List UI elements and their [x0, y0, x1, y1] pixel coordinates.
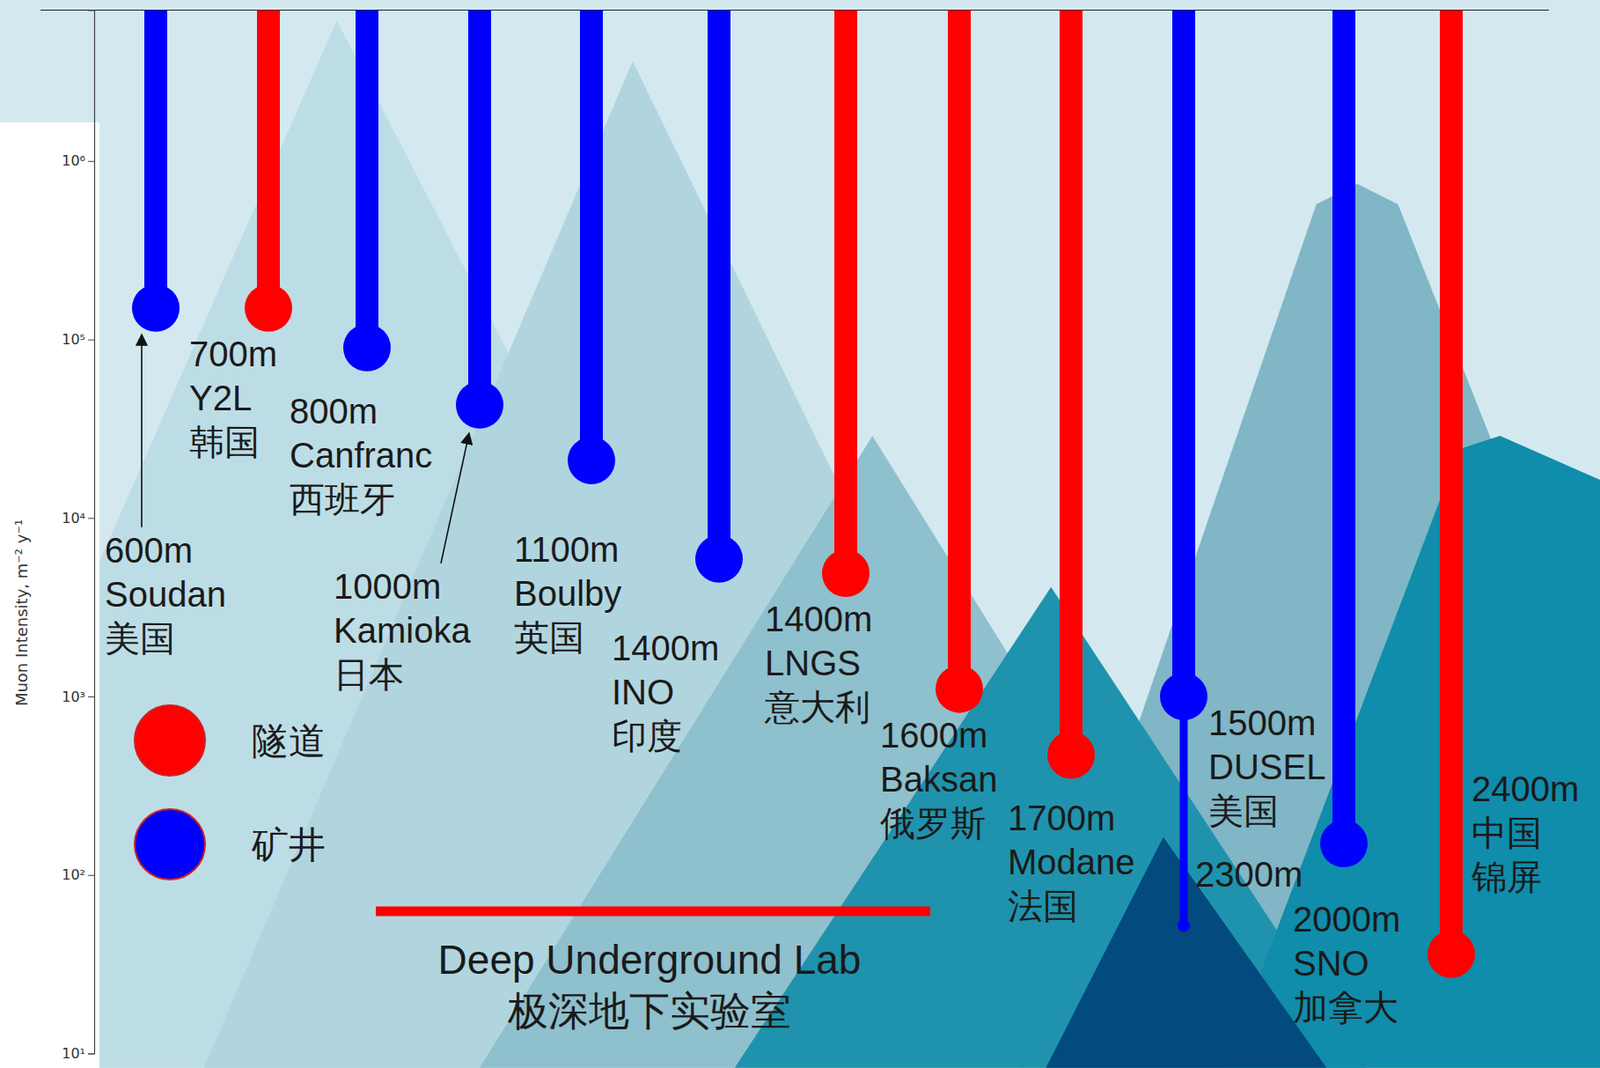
lab-label: 1400m [764, 599, 873, 639]
axis-panel [0, 122, 100, 1068]
y-tick: 10⁵ [61, 330, 95, 348]
lab-label: 日本 [333, 654, 404, 694]
lab-label: 2400m [1471, 769, 1579, 808]
lab-label: 韩国 [189, 422, 260, 462]
lab-label: 美国 [104, 618, 176, 658]
lollipop-head [455, 381, 504, 429]
y-tick-label: 10⁶ [61, 152, 86, 169]
lab-label: Baksan [880, 759, 998, 799]
lab-label: 1600m [880, 715, 988, 755]
lab-label: 1100m [513, 529, 619, 569]
y-tick: 10³ [61, 688, 95, 705]
lab-label: 锦屏 [1470, 857, 1542, 896]
y-tick-mark [88, 161, 95, 162]
marks [132, 10, 1476, 978]
background [0, 0, 1600, 1068]
texts: 2300m Deep Underground Lab极深地下实验室 600mSoud… [104, 334, 1579, 1034]
lab-label: INO [611, 672, 675, 712]
y-tick-mark [88, 696, 95, 698]
lab-label: Y2L [189, 378, 252, 418]
lollipop-bar [579, 10, 603, 461]
lollipop-bar [256, 10, 280, 309]
lollipop-bar [1439, 10, 1463, 955]
y-axis-title: Muon Intensity, m⁻² y⁻¹ [12, 519, 31, 706]
lab-label: 1500m [1208, 703, 1316, 742]
annotation-title: 极深地下实验室 [506, 987, 792, 1034]
lab-label: 1700m [1007, 798, 1116, 837]
y-axis-line [88, 10, 96, 1054]
legend-label: 隧道 [251, 719, 326, 762]
y-tick-label: 10² [61, 866, 86, 883]
lollipop-head [1427, 930, 1476, 978]
lollipop-head [1047, 731, 1095, 779]
lollipop-head [822, 549, 870, 597]
mountain [734, 587, 1368, 1068]
y-tick-mark [88, 1053, 95, 1055]
lab-label: 意大利 [763, 687, 871, 727]
lab-label: DUSEL [1208, 747, 1326, 786]
lab-label: Canfranc [289, 435, 433, 475]
lab-label: 英国 [513, 617, 585, 657]
lollipop-bar [947, 10, 971, 690]
y-tick-mark [88, 874, 95, 876]
lab-label: 2000m [1292, 899, 1401, 939]
lollipop-head [132, 284, 180, 332]
lollipop-bar [355, 10, 379, 348]
lab-label: Soudan [104, 574, 227, 614]
y-tick-label: 10¹ [61, 1044, 86, 1062]
extension-bar [1180, 696, 1189, 925]
lollipop-bar [1332, 10, 1356, 845]
legend-swatch [134, 704, 206, 776]
lab-label: 美国 [1208, 791, 1279, 830]
lollipop-bar [1059, 10, 1083, 756]
lollipop-bar [707, 10, 731, 559]
legend-label: 矿井 [250, 823, 326, 866]
lab-label: 中国 [1471, 813, 1542, 852]
lab-label: 加拿大 [1292, 987, 1399, 1027]
lab-label: 印度 [611, 716, 683, 756]
lab-label: 俄罗斯 [880, 803, 986, 843]
lollipop-head [343, 323, 391, 372]
y-tick: 10¹ [61, 1044, 95, 1062]
annotation-line [375, 906, 931, 917]
annotation-title: Deep Underground Lab [438, 936, 862, 983]
lab-label: 600m [104, 530, 193, 570]
legend: 隧道矿井 [134, 704, 326, 880]
lollipop-head [567, 436, 616, 485]
lollipop-head [244, 284, 293, 332]
lab-label: 法国 [1007, 886, 1079, 925]
lab-label: 西班牙 [289, 479, 396, 519]
label-arrow [140, 334, 143, 528]
y-tick-label: 10³ [61, 688, 86, 705]
lollipop-head [1320, 819, 1368, 867]
lab-label: Modane [1007, 842, 1136, 881]
lollipop-bar [144, 10, 168, 309]
y-tick-mark [88, 517, 95, 519]
lab-label: 1000m [333, 566, 441, 606]
label-arrow [440, 433, 470, 564]
y-tick-label: 10⁵ [61, 330, 86, 348]
lollipop-bar [468, 10, 492, 405]
lollipop-bar [1172, 10, 1196, 698]
lab-label: 700m [189, 334, 278, 374]
y-tick: 10⁴ [61, 509, 95, 527]
lab-label: LNGS [764, 643, 861, 683]
chart: 10¹ 10² 10³ 10⁴ 10⁵ 10⁶ Muon Intensity, m⁻² y⁻… [0, 0, 1600, 1068]
lab-label: Kamioka [333, 610, 471, 650]
lab-label: 800m [289, 391, 378, 431]
lab-label: SNO [1292, 943, 1370, 983]
lab-label: Boulby [513, 573, 622, 613]
legend-swatch [134, 808, 206, 880]
lab-label: 1400m [611, 628, 720, 668]
y-tick: 10² [61, 866, 95, 883]
lollipop-bar [834, 10, 858, 574]
y-tick-mark [88, 339, 95, 341]
annotation-label: 2300m [1195, 854, 1303, 894]
y-tick-label: 10⁴ [61, 509, 86, 527]
extension-dot [1177, 918, 1190, 932]
lollipop-head [695, 535, 743, 583]
y-axis: 10¹ 10² 10³ 10⁴ 10⁵ 10⁶ [61, 10, 95, 1062]
y-tick: 10⁶ [61, 152, 95, 169]
lollipop-head [935, 665, 984, 713]
